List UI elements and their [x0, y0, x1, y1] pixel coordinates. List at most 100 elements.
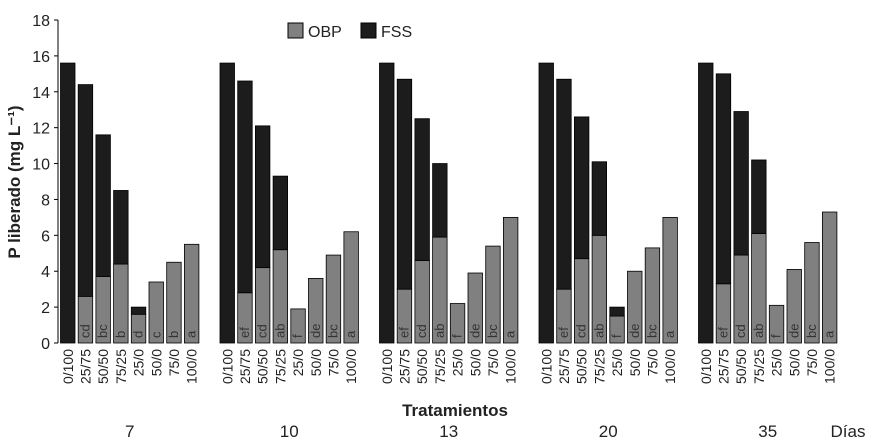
x-category-label: 50/0	[308, 349, 324, 376]
significance-letter: ab	[591, 324, 606, 338]
x-category-label: 25/75	[396, 349, 412, 384]
significance-letter: de	[308, 324, 323, 338]
significance-letter: de	[467, 324, 482, 338]
bar-obp	[804, 242, 820, 344]
bar-obp	[768, 304, 785, 344]
group-labels: 7 10 13 20 35	[125, 422, 777, 441]
y-tick-label: 10	[32, 157, 50, 174]
x-category-label: 75/25	[751, 349, 767, 384]
legend-swatch-obp	[287, 22, 304, 39]
significance-letter: bc	[804, 324, 819, 338]
x-category-label: 100/0	[822, 349, 838, 384]
x-category-label: 75/25	[432, 349, 448, 384]
bar-obp	[449, 303, 466, 344]
significance-letter: bc	[485, 324, 500, 338]
bar-fss	[237, 80, 253, 294]
x-category-label: 50/0	[786, 349, 802, 376]
legend-label-obp: OBP	[308, 24, 342, 41]
x-category-label: 25/0	[769, 349, 785, 376]
bar-fss	[77, 84, 94, 297]
significance-letter: ab	[432, 324, 447, 338]
significance-letter: ef	[237, 327, 252, 338]
x-category-label: 0/100	[219, 349, 235, 384]
bar-fss	[574, 116, 590, 260]
group-label: 7	[125, 422, 134, 441]
bar-fss	[556, 78, 572, 290]
significance-letter: ab	[751, 324, 766, 338]
bar-obp	[290, 308, 306, 344]
x-category-labels: 0/100 25/75 50/50 75/25 25/0 50/0 75/0 100/0 0/1…	[60, 349, 838, 384]
significance-letter: cd	[733, 324, 748, 338]
bar-obp	[183, 243, 200, 344]
significance-letter: c	[148, 331, 163, 338]
x-category-label: 0/100	[698, 349, 714, 384]
y-tick-label: 8	[41, 192, 50, 209]
bar-obp	[786, 269, 802, 344]
y-tick-label: 16	[32, 49, 50, 66]
bar-fss	[414, 118, 430, 261]
x-category-label: 75/0	[644, 349, 660, 376]
significance-letter: bc	[325, 324, 340, 338]
bar-fss	[698, 62, 714, 344]
bar-obp	[148, 281, 164, 344]
bar-fss	[272, 175, 289, 251]
y-tick-label: 12	[32, 121, 50, 138]
bar-fss	[60, 62, 76, 344]
group-axis-label: Días	[831, 422, 866, 441]
bar-obp	[822, 211, 838, 344]
significance-letter: f	[290, 334, 305, 338]
bar-fss	[254, 125, 271, 269]
significance-letter: f	[450, 334, 465, 338]
x-category-label: 50/50	[733, 349, 749, 384]
bar-fss	[379, 62, 395, 344]
y-tick-label: 0	[41, 336, 50, 353]
x-category-label: 50/50	[414, 349, 430, 384]
bar-obp	[467, 272, 483, 344]
x-category-label: 25/0	[131, 349, 147, 376]
significance-letter: a	[343, 330, 358, 338]
x-category-label: 50/50	[255, 349, 271, 384]
significance-letter: de	[786, 324, 801, 338]
x-category-label: 25/0	[609, 349, 625, 376]
x-category-label: 75/0	[485, 349, 501, 376]
significance-letter: bc	[95, 324, 110, 338]
x-category-label: 0/100	[60, 349, 76, 384]
significance-letter: b	[166, 331, 181, 338]
y-tick-label: 18	[32, 13, 50, 30]
significance-letter: ab	[272, 324, 287, 338]
x-category-label: 75/25	[272, 349, 288, 384]
bar-fss	[609, 306, 625, 317]
bar-fss	[219, 62, 235, 344]
legend-label-fss: FSS	[381, 24, 412, 41]
x-category-label: 25/75	[715, 349, 731, 384]
x-category-label: 25/75	[77, 349, 93, 384]
x-axis-title: Tratamientos	[402, 401, 508, 420]
bar-obp	[308, 277, 324, 344]
x-category-label: 50/0	[467, 349, 483, 376]
x-category-label: 50/0	[627, 349, 643, 376]
x-category-label: 100/0	[343, 349, 359, 384]
significance-letter: f	[769, 334, 784, 338]
significance-letter: ef	[556, 327, 571, 338]
significance-letter: cd	[77, 324, 92, 338]
y-tick-label: 4	[41, 264, 50, 281]
x-category-label: 25/0	[290, 349, 306, 376]
bar-obp	[343, 231, 359, 344]
significance-letter: ef	[715, 327, 730, 338]
bar-fss	[715, 73, 732, 285]
x-category-label: 0/100	[379, 349, 395, 384]
bar-fss	[432, 163, 448, 238]
group-label: 10	[280, 422, 299, 441]
x-category-label: 100/0	[503, 349, 519, 384]
bar-obp	[166, 261, 182, 344]
x-category-label: 75/0	[325, 349, 341, 376]
bar-fss	[538, 62, 554, 344]
bar-fss	[113, 190, 129, 265]
significance-letter: ef	[396, 327, 411, 338]
x-category-label: 50/50	[95, 349, 111, 384]
bar-fss	[733, 111, 749, 256]
x-category-label: 25/75	[237, 349, 253, 384]
x-category-label: 75/0	[166, 349, 182, 376]
x-category-label: 100/0	[662, 349, 678, 384]
x-category-label: 25/0	[450, 349, 466, 376]
